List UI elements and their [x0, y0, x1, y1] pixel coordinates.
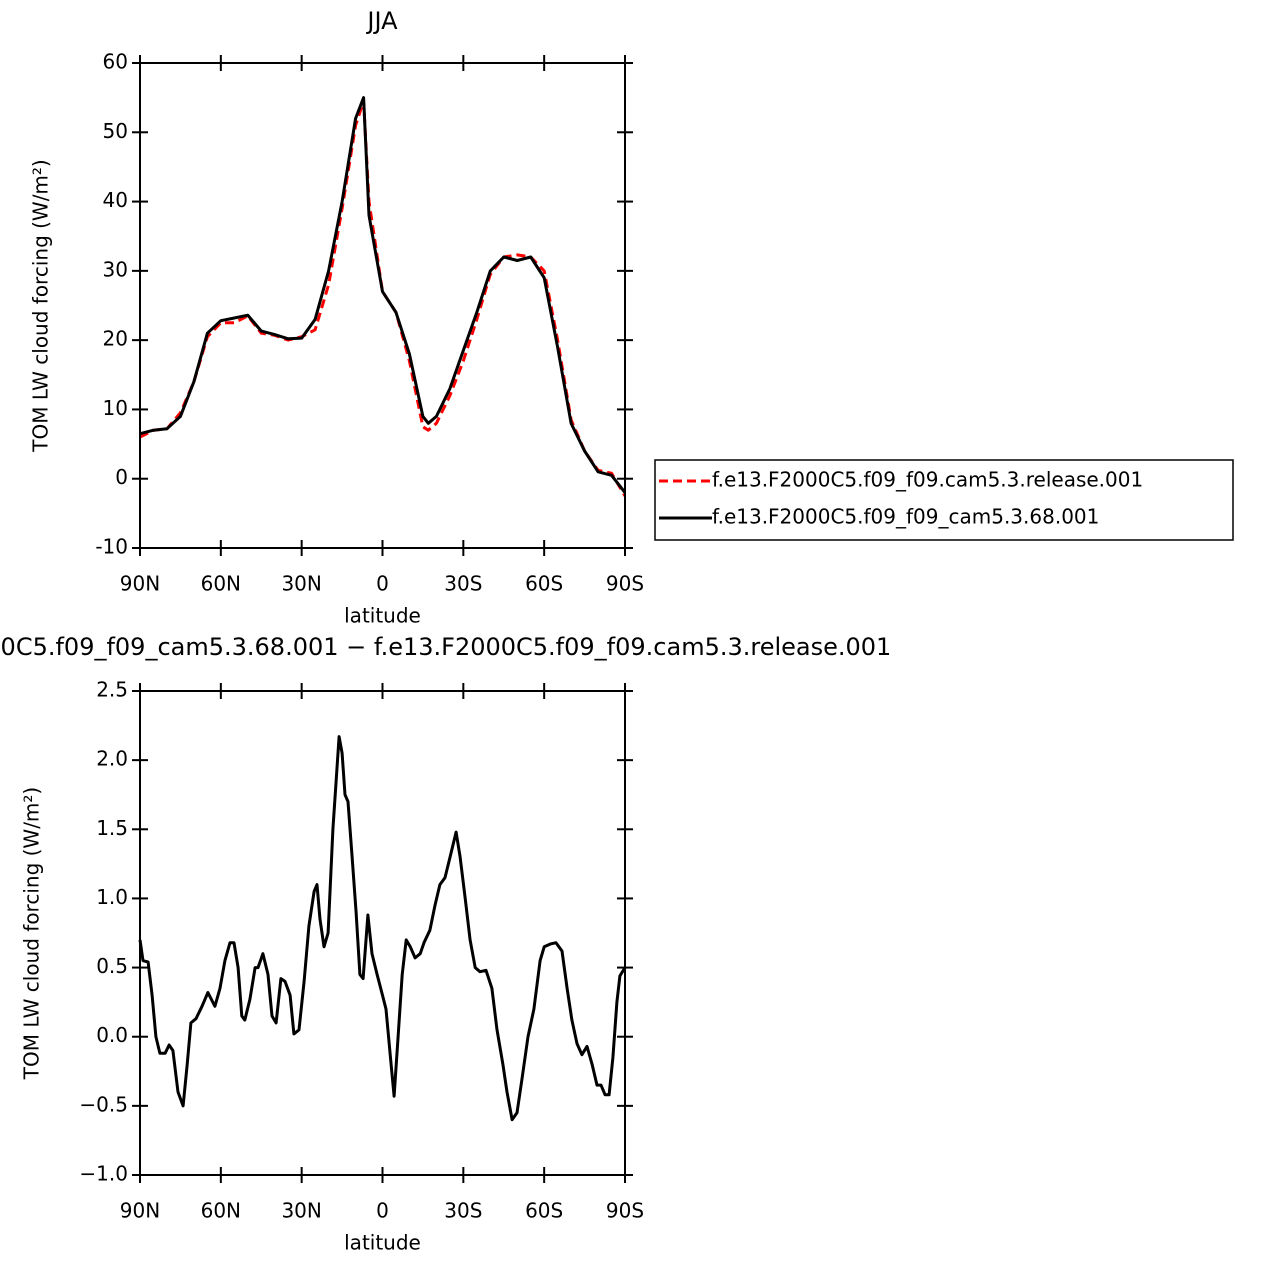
x-axis-label: latitude: [344, 604, 421, 628]
y-tick-label: 60: [103, 50, 128, 74]
y-tick-label: 2.5: [96, 678, 128, 702]
x-tick-label: 90S: [606, 572, 644, 596]
x-tick-label: 0: [376, 1199, 389, 1223]
x-tick-label: 0: [376, 572, 389, 596]
legend-box: [654, 459, 1234, 541]
y-tick-label: −1.0: [79, 1162, 128, 1186]
y-tick-label: 30: [103, 257, 128, 281]
x-tick-label: 60N: [201, 572, 241, 596]
x-tick-label: 30S: [444, 572, 482, 596]
x-tick-label: 90N: [120, 1199, 160, 1223]
y-tick-label: 1.0: [96, 885, 128, 909]
x-tick-label: 30N: [281, 572, 321, 596]
x-tick-label: 60S: [525, 572, 563, 596]
y-tick-label: 0.5: [96, 954, 128, 978]
y-tick-label: −0.5: [79, 1092, 128, 1116]
x-tick-label: 30N: [281, 1199, 321, 1223]
y-tick-label: 0: [115, 465, 128, 489]
x-axis-label: latitude: [344, 1231, 421, 1255]
plot-frame: [139, 690, 626, 1176]
x-tick-label: 60N: [201, 1199, 241, 1223]
chart-title: JJA: [365, 7, 398, 35]
y-tick-label: -10: [95, 535, 128, 559]
y-tick-label: 0.0: [96, 1023, 128, 1047]
y-tick-label: 50: [103, 119, 128, 143]
x-tick-label: 90S: [606, 1199, 644, 1223]
y-tick-label: 20: [103, 327, 128, 351]
y-axis-label: TOM LW cloud forcing (W/m²): [20, 787, 44, 1081]
line-series: [138, 735, 627, 1122]
y-tick-label: 2.0: [96, 747, 128, 771]
x-tick-label: 90N: [120, 572, 160, 596]
y-axis-label: TOM LW cloud forcing (W/m²): [29, 159, 53, 453]
line-series: [139, 96, 627, 494]
y-tick-label: 10: [103, 396, 128, 420]
line-series: [139, 99, 627, 497]
legend-label: f.e13.F2000C5.f09_f09_cam5.3.68.001: [712, 505, 1099, 529]
x-tick-label: 30S: [444, 1199, 482, 1223]
plot-frame: [139, 62, 626, 549]
y-tick-label: 1.5: [96, 816, 128, 840]
legend-label: f.e13.F2000C5.f09_f09.cam5.3.release.001: [712, 468, 1143, 492]
x-tick-label: 60S: [525, 1199, 563, 1223]
chart-title: f.e13.F2000C5.f09_f09_cam5.3.68.001 − f.…: [0, 633, 891, 661]
y-tick-label: 40: [103, 188, 128, 212]
